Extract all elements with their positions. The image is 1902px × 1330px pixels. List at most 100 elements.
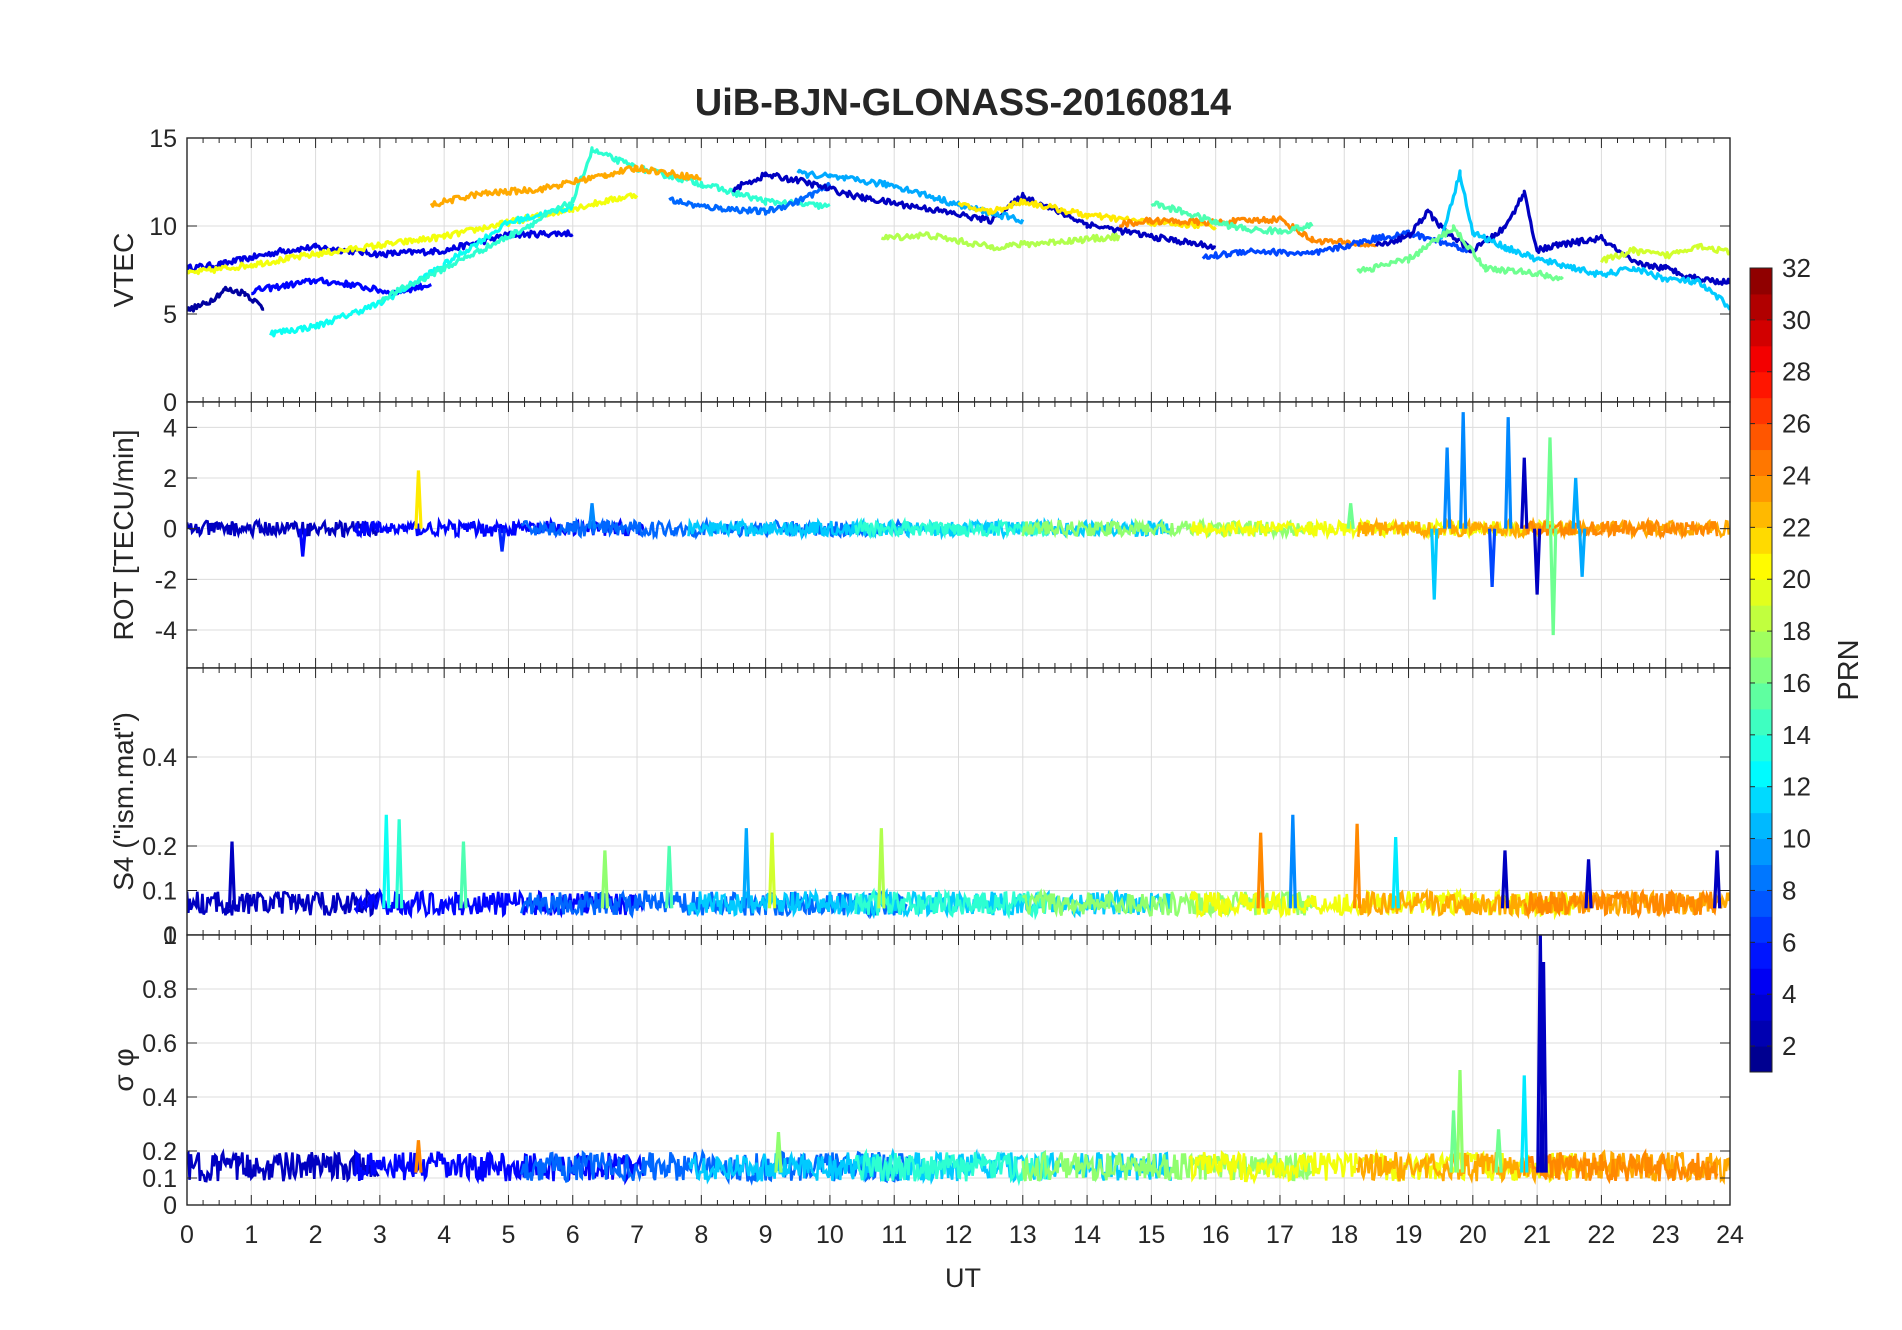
colorbar-tick-label: 22 [1782,512,1811,542]
colorbar-swatch [1750,786,1772,814]
colorbar-swatch [1750,449,1772,476]
data-spike [1346,503,1355,529]
y-tick-label: 0.4 [142,1084,177,1112]
colorbar-swatch [1750,760,1772,788]
data-spike [1520,1075,1529,1173]
y-tick-label: 0 [163,922,177,950]
x-tick-label: 22 [1588,1221,1616,1249]
noise-trace [187,888,380,918]
data-spike [1532,528,1542,595]
data-spike [587,503,597,529]
data-spike [414,1140,423,1173]
colorbar-swatch [1750,682,1772,710]
x-tick-label: 13 [1009,1221,1037,1249]
y-axis-label: S4 ("ism.mat") [108,712,139,891]
colorbar-tick-label: 2 [1782,1031,1796,1061]
series-line [1356,224,1564,282]
colorbar-tick-label: 6 [1782,927,1796,957]
colorbar-swatch [1750,268,1772,295]
panel-data [187,935,1730,1187]
data-spike [1494,1129,1503,1173]
noise-trace [854,887,1050,921]
data-spike [1500,850,1510,909]
x-tick-label: 16 [1202,1221,1230,1249]
colorbar-swatch [1750,371,1772,399]
noise-trace [854,1148,1050,1187]
colorbar-swatch [1750,812,1772,840]
noise-trace [1523,1148,1719,1185]
x-tick-label: 7 [630,1221,644,1249]
colorbar-swatch [1750,916,1772,943]
colorbar-tick-label: 14 [1782,720,1811,750]
x-tick-label: 14 [1073,1221,1101,1249]
x-tick-label: 5 [502,1221,516,1249]
colorbar-swatch [1750,605,1772,632]
data-spike [1520,457,1529,529]
x-tick-label: 12 [945,1221,973,1249]
colorbar-tick-label: 26 [1782,409,1811,439]
panel-rot: -4 -2 0 2 4 ROT [TECU/min] [108,401,1731,669]
colorbar-swatch [1750,657,1772,684]
colorbar-tick-label: 32 [1782,253,1811,283]
panel-data [187,146,1730,338]
chart-title: UiB-BJN-GLONASS-20160814 [695,82,1231,124]
colorbar-swatch [1750,345,1772,373]
colorbar-swatch [1750,838,1772,866]
colorbar-label: PRN [1833,639,1865,700]
series-line [379,146,831,304]
colorbar-tick-label: 24 [1782,460,1811,490]
series-line [668,182,832,216]
data-spike [414,470,423,529]
y-tick-label: 10 [149,213,177,241]
x-tick-label: 18 [1330,1221,1358,1249]
data-spike [298,528,307,557]
data-spike [497,528,507,552]
colorbar-swatch [1750,475,1772,502]
x-axis-label: UT [945,1263,981,1293]
colorbar-tick-label: 10 [1782,824,1811,854]
series-line [732,171,1217,251]
data-spike [742,828,751,909]
data-spike [877,828,886,909]
data-spike [665,845,674,909]
data-spike [1391,837,1400,909]
series-line [1150,200,1314,236]
data-spike [774,1131,783,1173]
colorbar-swatch [1750,968,1772,995]
series-line [187,285,265,313]
noise-trace [187,1148,380,1183]
colorbar-swatch [1750,319,1772,347]
colorbar-swatch [1750,553,1772,580]
data-spike [1712,850,1722,909]
y-tick-label: 0.2 [142,1138,177,1166]
panel-data [187,814,1730,921]
data-spike [1539,961,1548,1173]
data-spike [1288,814,1297,909]
colorbar-swatch [1750,397,1772,425]
y-tick-label: 2 [163,465,177,493]
panel-sigma_phi: 00.10.20.40.60.81σ φ [108,922,1731,1220]
x-tick-label: 4 [437,1221,451,1249]
x-tick-label: 3 [373,1221,387,1249]
colorbar-swatch [1750,994,1772,1021]
noise-trace [353,1149,645,1186]
colorbar-swatch [1750,527,1772,554]
colorbar-tick-label: 20 [1782,564,1811,594]
data-spike [394,819,404,909]
noise-trace [1523,888,1718,920]
y-tick-label: 0 [163,516,177,544]
colorbar-swatch [1750,1020,1772,1047]
colorbar-swatch [1750,423,1772,451]
series-line [429,164,702,208]
colorbar-swatch [1750,293,1772,321]
y-tick-label: 0.8 [142,976,177,1004]
colorbar-tick-label: 30 [1782,305,1811,335]
x-tick-label: 11 [881,1221,907,1249]
data-spike [1549,528,1558,636]
x-tick-label: 6 [566,1221,580,1249]
series-line [1118,215,1377,248]
colorbar-swatch [1750,1046,1772,1073]
y-tick-label: 15 [149,125,177,153]
